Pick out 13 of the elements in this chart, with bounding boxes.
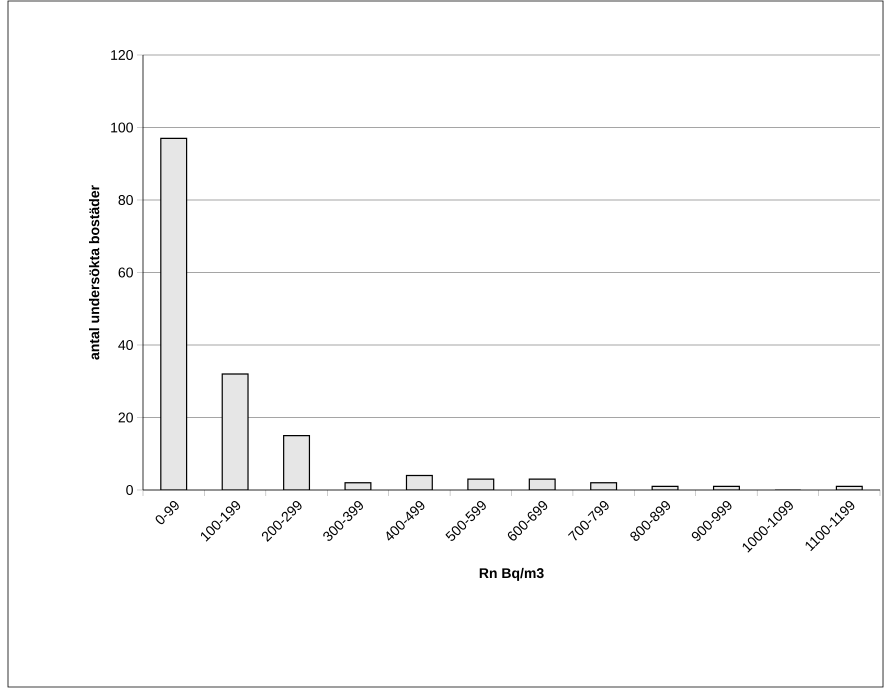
bar xyxy=(222,373,249,490)
y-tick-label: 20 xyxy=(118,412,133,422)
y-tick-label: 120 xyxy=(111,50,133,60)
bar xyxy=(283,435,310,490)
y-tick-label: 80 xyxy=(118,195,133,205)
y-tick-label: 60 xyxy=(118,268,133,278)
bar xyxy=(160,138,188,490)
y-tick-label: 0 xyxy=(126,485,133,495)
y-tick-label: 100 xyxy=(111,122,133,132)
y-axis-title: antal undersökta bostäder xyxy=(89,185,100,360)
y-tick-label: 40 xyxy=(118,340,133,350)
x-axis-title: Rn Bq/m3 xyxy=(480,568,544,581)
x-tick-label: 0-99 xyxy=(156,500,179,524)
